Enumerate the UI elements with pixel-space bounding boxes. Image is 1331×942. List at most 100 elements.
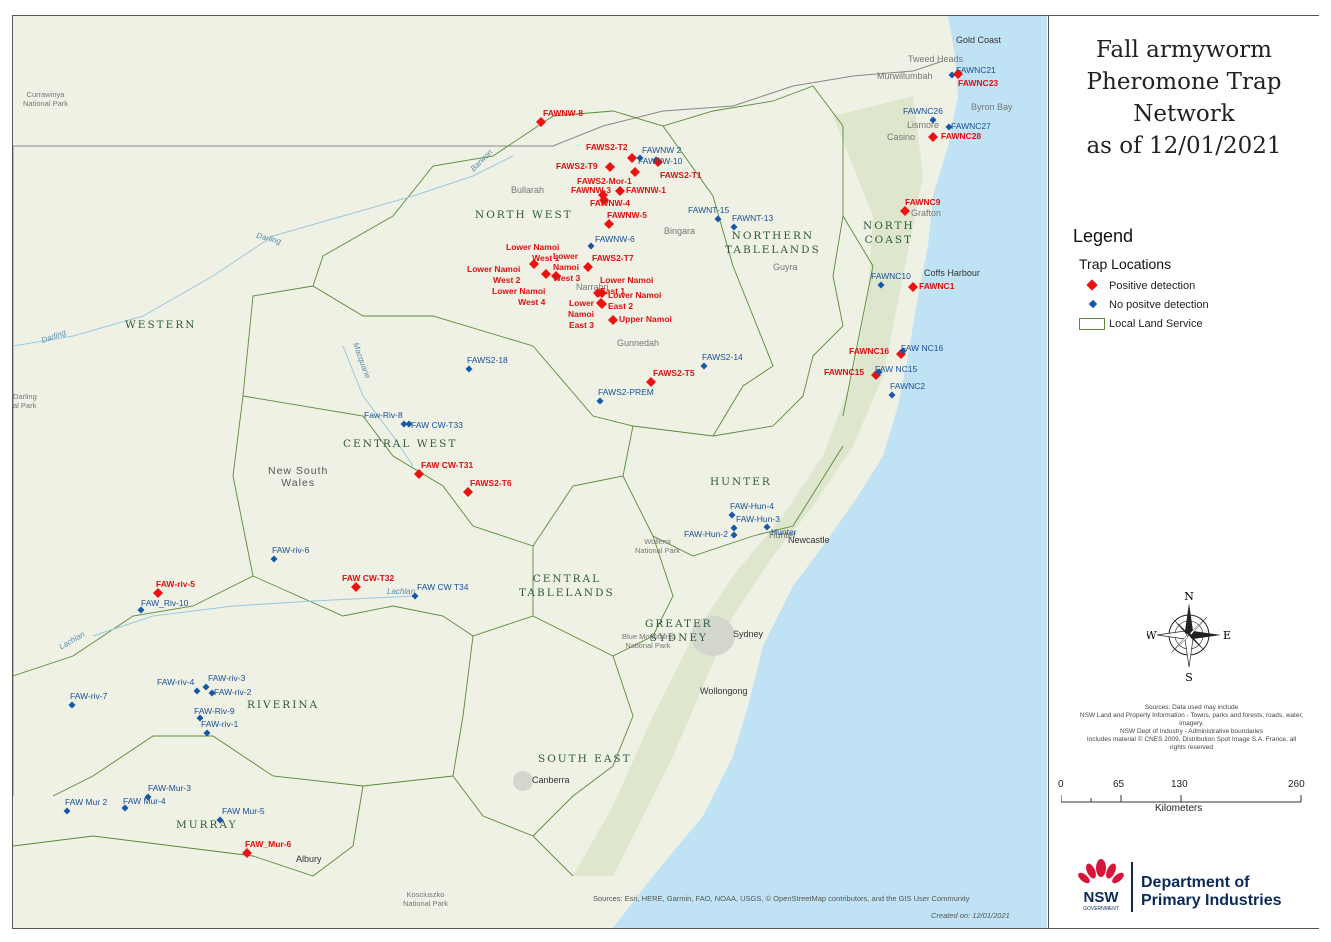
trap-marker[interactable] [945,123,953,131]
trap-label: FAWNT-15 [688,205,730,215]
trap-label: FAW-riv-3 [208,673,246,683]
title-line-4: as of 12/01/2021 [1086,133,1282,159]
trap-label: FAWS2-14 [702,352,743,362]
trap-marker[interactable] [536,117,546,127]
scale-bar-graphic [1061,795,1302,803]
trap-marker[interactable] [541,269,551,279]
trap-marker[interactable] [615,186,625,196]
trap-marker[interactable] [596,397,604,405]
trap-label: FAWS2-18 [467,355,508,365]
trap-marker[interactable] [400,420,408,428]
trap-marker[interactable] [730,223,738,231]
trap-marker[interactable] [630,167,640,177]
place-grafton: Grafton [911,208,942,218]
trap-marker[interactable] [202,683,210,691]
trap-marker[interactable] [144,793,152,801]
compass-w: W [1147,629,1157,642]
trap-label: FAW-riv-5 [156,579,196,589]
trap-label: FAW CW T34 [417,582,469,592]
trap-label: Lower Namoi West 2 [467,264,521,285]
trap-label: Lower Namoi East 2 [608,290,662,311]
trap-marker[interactable] [216,816,224,824]
place-newcastle: Newcastle [788,535,830,545]
trap-marker[interactable] [137,606,145,614]
trap-marker[interactable] [877,281,885,289]
trap-label: FAWNW-10 [638,156,683,166]
trap-marker[interactable] [714,215,722,223]
trap-marker[interactable] [908,282,918,292]
title-line-3: Network [1133,101,1235,127]
trap-marker[interactable] [728,511,736,519]
trap-marker[interactable] [700,362,708,370]
legend-lls: Local Land Service [1079,317,1203,331]
trap-label: FAW CW-T31 [421,460,474,470]
scale-unit: Kilometers [1155,803,1203,814]
trap-marker[interactable] [928,132,938,142]
trap-marker[interactable] [242,848,252,858]
trap-marker[interactable] [597,299,607,309]
map-area[interactable]: NORTH WEST NORTHERN TABLELANDS NORTH COA… [13,16,1047,928]
region-north-west: NORTH WEST [475,209,573,221]
trap-marker[interactable] [351,582,361,592]
place-casino: Casino [887,132,916,142]
trap-label: FAW_Mur-6 [245,839,292,849]
legend-negative-label: No positve detection [1109,299,1209,311]
trap-marker[interactable] [763,523,771,531]
trap-marker[interactable] [529,259,539,269]
trap-marker[interactable] [405,420,413,428]
trap-label: FAW-Hun-4 [730,501,774,511]
trap-marker[interactable] [414,469,424,479]
trap-marker[interactable] [203,729,211,737]
trap-marker[interactable] [604,219,614,229]
place-gold-coast: Gold Coast [956,35,1002,45]
trap-marker[interactable] [627,153,637,163]
trap-label: FAW-riv-2 [214,687,252,697]
trap-marker[interactable] [730,531,738,539]
department-line-1: Department of [1141,874,1250,891]
trap-marker[interactable] [68,701,76,709]
trap-layer [63,69,963,858]
trap-marker[interactable] [608,315,618,325]
trap-marker[interactable] [583,262,593,272]
trap-marker[interactable] [605,162,615,172]
trap-marker[interactable] [953,69,963,79]
legend-positive-label: Positive detection [1109,280,1196,292]
trap-label: FAW_Riv-10 [141,598,189,608]
ocean [613,16,1047,928]
trap-label: FAWNC16 [849,346,890,356]
scale-tick-260: 260 [1288,779,1305,790]
trap-marker[interactable] [593,288,603,298]
trap-marker[interactable] [636,154,644,162]
trap-marker[interactable] [653,157,663,167]
place-currawinya: Currawinya National Park [23,90,69,108]
place-guyra: Guyra [773,262,798,272]
trap-marker[interactable] [730,524,738,532]
trap-marker[interactable] [888,391,896,399]
trap-marker[interactable] [270,555,278,563]
trap-marker[interactable] [196,714,204,722]
trap-label: FAW NC16 [901,343,944,353]
trap-marker[interactable] [208,689,216,697]
trap-marker[interactable] [63,807,71,815]
trap-label: FAWS2-T5 [653,368,695,378]
trap-marker[interactable] [875,368,883,376]
trap-marker[interactable] [899,347,907,355]
trap-marker[interactable] [411,592,419,600]
trap-marker[interactable] [153,588,163,598]
trap-marker[interactable] [587,242,595,250]
trap-marker[interactable] [599,195,609,205]
region-greater-sydney: GREATER SYDNEY [645,618,713,644]
trap-marker[interactable] [463,487,473,497]
scale-tick-65: 65 [1113,779,1125,790]
logo-sub: GOVERNMENT [1083,906,1119,912]
region-south-east: SOUTH EAST [538,753,632,765]
trap-label: FAWNC23 [958,78,999,88]
trap-marker[interactable] [929,116,937,124]
trap-label: FAWNC2 [890,381,926,391]
trap-marker[interactable] [646,377,656,387]
trap-marker[interactable] [551,271,561,281]
trap-marker[interactable] [193,687,201,695]
trap-marker[interactable] [121,804,129,812]
trap-marker[interactable] [465,365,473,373]
trap-marker[interactable] [900,206,910,216]
